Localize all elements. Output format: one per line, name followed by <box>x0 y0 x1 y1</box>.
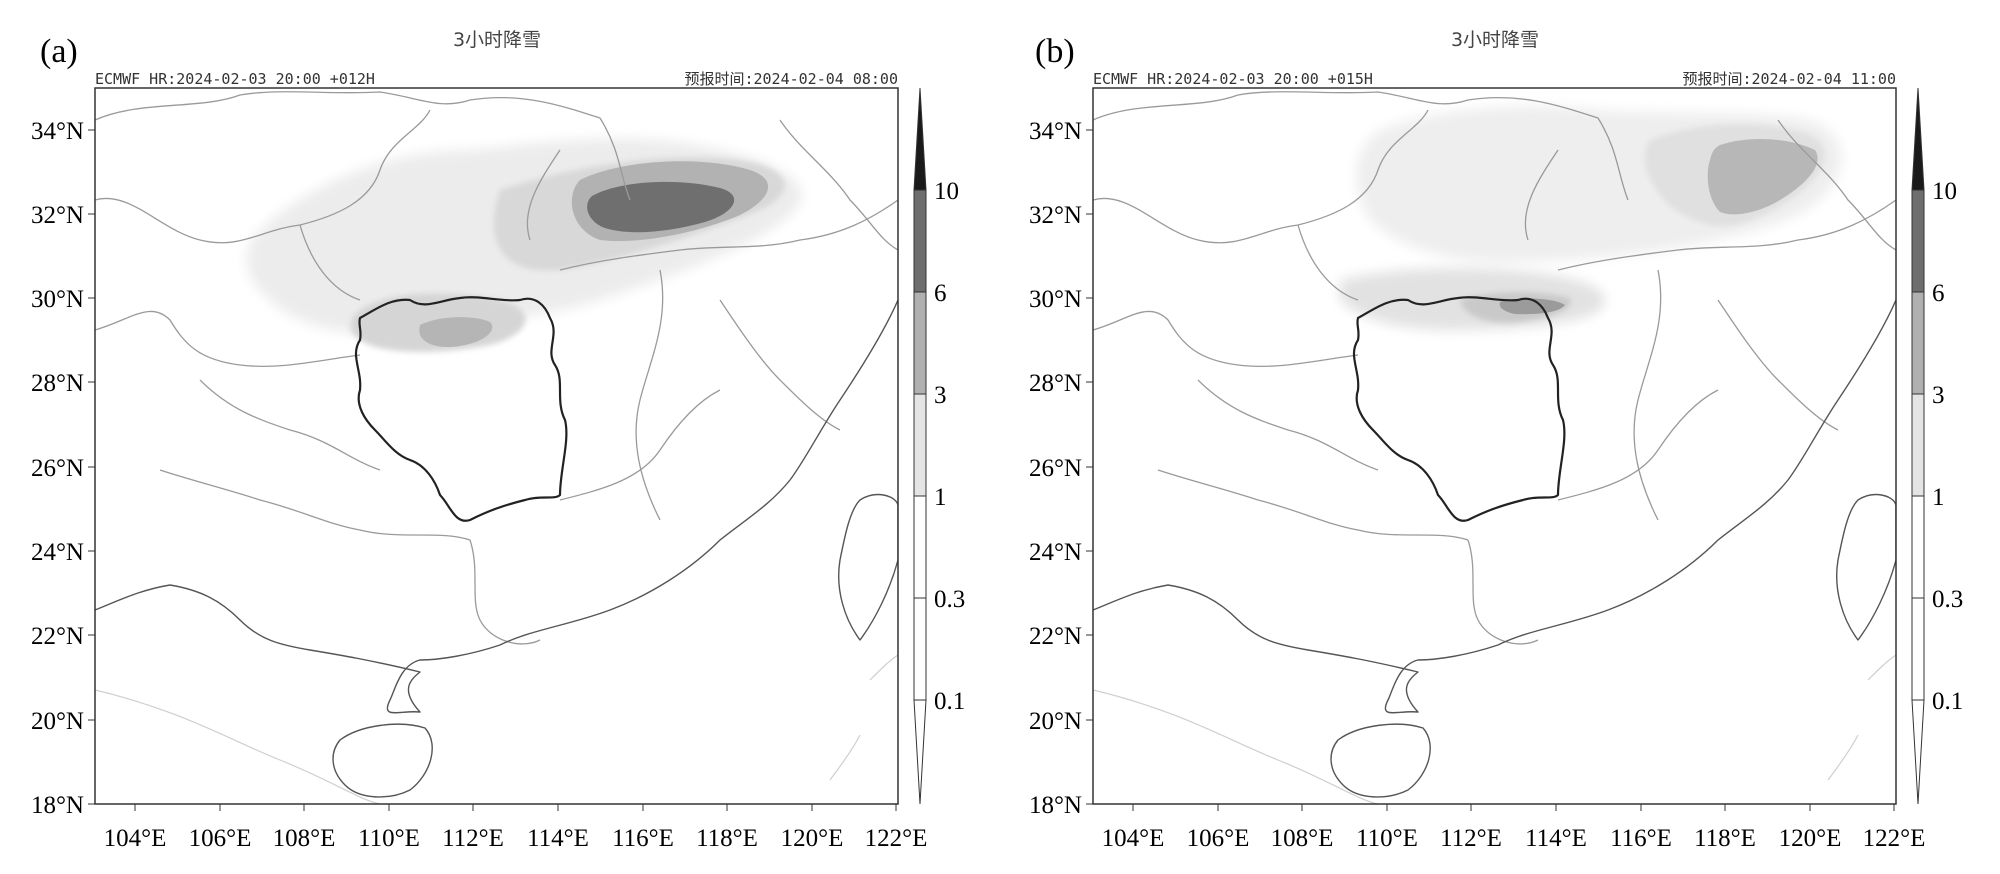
lon-tick: 114°E <box>527 825 589 852</box>
lat-tick: 32°N <box>31 202 84 229</box>
lon-tick: 108°E <box>273 825 336 852</box>
colorbar-segment <box>1911 291 1925 395</box>
colorbar-segment <box>913 87 927 191</box>
colorbar-segment <box>1911 597 1925 701</box>
lon-tick: 116°E <box>612 825 674 852</box>
panel-a-hunan-border <box>354 296 568 522</box>
lat-tick: 26°N <box>1029 455 1082 482</box>
lat-tick: 30°N <box>31 286 84 313</box>
lat-tick: 20°N <box>31 708 84 735</box>
colorbar-tick: 6 <box>934 280 947 307</box>
colorbar-tick: 10 <box>934 178 959 205</box>
colorbar-segment <box>1911 189 1925 293</box>
colorbar-segment <box>913 189 927 293</box>
lon-tick: 116°E <box>1610 825 1672 852</box>
lat-tick: 18°N <box>1029 792 1082 819</box>
colorbar-segment <box>913 291 927 395</box>
panel-a-label: (a) <box>40 33 78 70</box>
colorbar-segment <box>1911 495 1925 599</box>
lat-tick: 26°N <box>31 455 84 482</box>
lon-tick: 106°E <box>189 825 252 852</box>
panel-a-title: 3小时降雪 <box>453 29 541 51</box>
panel-a-map <box>95 88 898 804</box>
panel-b-map <box>1093 88 1896 804</box>
panel-a-lat-axis: 34°N 32°N 30°N 28°N 26°N 24°N 22°N 20°N … <box>31 118 95 819</box>
panel-a-lon-axis: 104°E 106°E 108°E 110°E 112°E 114°E 116°… <box>104 804 928 852</box>
lat-tick: 24°N <box>1029 539 1082 566</box>
lon-tick: 110°E <box>1356 825 1418 852</box>
colorbar-tick: 0.3 <box>1932 586 1963 613</box>
panel-b-coastline <box>1093 299 1896 714</box>
panel-a-colorbar: 10 6 3 1 0.3 0.1 <box>913 87 965 805</box>
panel-a-snow-shading <box>246 138 802 352</box>
panel-b-colorbar: 10 6 3 1 0.3 0.1 <box>1911 87 1963 805</box>
panel-b: (b) 3小时降雪 ECMWF HR:2024-02-03 20:00 +015… <box>1029 29 1963 852</box>
panel-a-taiwan <box>838 493 898 641</box>
colorbar-tick: 1 <box>934 484 947 511</box>
lat-tick: 22°N <box>31 623 84 650</box>
lat-tick: 22°N <box>1029 623 1082 650</box>
panel-b-label: (b) <box>1035 33 1075 70</box>
panel-a-province-borders <box>95 91 898 645</box>
panel-b-frame <box>1092 87 1897 805</box>
lon-tick: 106°E <box>1187 825 1250 852</box>
lon-tick: 104°E <box>104 825 167 852</box>
colorbar-tick: 1 <box>1932 484 1945 511</box>
lon-tick: 110°E <box>358 825 420 852</box>
colorbar-segment <box>913 699 927 805</box>
colorbar-tick: 0.1 <box>1932 688 1963 715</box>
lon-tick: 112°E <box>1440 825 1502 852</box>
panel-b-snow-shading <box>1340 106 1842 330</box>
panel-a: (a) 3小时降雪 ECMWF HR:2024-02-03 20:00 +012… <box>31 29 965 852</box>
panel-a-frame <box>94 87 899 805</box>
panel-a-hainan <box>332 723 433 798</box>
colorbar-segment <box>1911 87 1925 191</box>
lon-tick: 112°E <box>442 825 504 852</box>
panel-a-forecast-time: 预报时间:2024-02-04 08:00 <box>684 70 898 88</box>
lon-tick: 118°E <box>696 825 758 852</box>
lon-tick: 122°E <box>1863 825 1926 852</box>
colorbar-tick: 10 <box>1932 178 1957 205</box>
colorbar-tick: 0.3 <box>934 586 965 613</box>
lat-tick: 34°N <box>1029 118 1082 145</box>
panel-a-model-info: ECMWF HR:2024-02-03 20:00 +012H <box>95 70 375 88</box>
lat-tick: 34°N <box>31 118 84 145</box>
panel-b-province-borders <box>1093 91 1896 645</box>
lat-tick: 28°N <box>31 370 84 397</box>
lat-tick: 30°N <box>1029 286 1082 313</box>
lon-tick: 108°E <box>1271 825 1334 852</box>
colorbar-tick: 3 <box>934 382 947 409</box>
lon-tick: 104°E <box>1102 825 1165 852</box>
panel-b-lat-axis: 34°N 32°N 30°N 28°N 26°N 24°N 22°N 20°N … <box>1029 118 1093 819</box>
lat-tick: 18°N <box>31 792 84 819</box>
lat-tick: 24°N <box>31 539 84 566</box>
panel-b-forecast-time: 预报时间:2024-02-04 11:00 <box>1682 70 1896 88</box>
lon-tick: 120°E <box>1779 825 1842 852</box>
panel-a-coastline <box>95 299 898 714</box>
colorbar-segment <box>913 495 927 599</box>
colorbar-segment <box>913 393 927 497</box>
lon-tick: 114°E <box>1525 825 1587 852</box>
colorbar-segment <box>1911 393 1925 497</box>
lat-tick: 32°N <box>1029 202 1082 229</box>
colorbar-tick: 6 <box>1932 280 1945 307</box>
panel-b-hainan <box>1330 723 1431 798</box>
colorbar-segment <box>1911 699 1925 805</box>
lon-tick: 122°E <box>865 825 928 852</box>
colorbar-segment <box>913 597 927 701</box>
lon-tick: 120°E <box>781 825 844 852</box>
panel-b-hunan-border <box>1352 296 1566 522</box>
lat-tick: 20°N <box>1029 708 1082 735</box>
colorbar-tick: 3 <box>1932 382 1945 409</box>
lat-tick: 28°N <box>1029 370 1082 397</box>
panel-b-model-info: ECMWF HR:2024-02-03 20:00 +015H <box>1093 70 1373 88</box>
panel-b-lon-axis: 104°E 106°E 108°E 110°E 112°E 114°E 116°… <box>1102 804 1926 852</box>
panel-b-taiwan <box>1836 493 1896 641</box>
colorbar-tick: 0.1 <box>934 688 965 715</box>
lon-tick: 118°E <box>1694 825 1756 852</box>
panel-b-title: 3小时降雪 <box>1451 29 1539 51</box>
